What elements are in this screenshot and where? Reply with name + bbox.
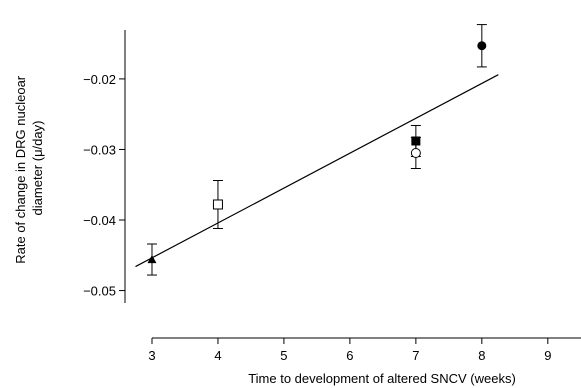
x-tick-label: 7: [412, 348, 419, 363]
data-point: [476, 24, 487, 68]
data-point: [410, 136, 421, 170]
data-points: [146, 24, 487, 276]
x-tick-label: 9: [544, 348, 551, 363]
open-square-marker: [212, 199, 223, 210]
x-tick-label: 6: [346, 348, 353, 363]
y-tick-label: −0.03: [83, 142, 116, 157]
filled-circle-marker: [477, 41, 487, 51]
filled-triangle-marker: [147, 255, 157, 264]
y-tick-label: −0.04: [83, 213, 116, 228]
open-circle-marker: [410, 147, 421, 158]
fit-line-group: [135, 74, 499, 268]
data-point: [212, 180, 223, 229]
x-tick-label: 5: [280, 348, 287, 363]
y-tick-label: −0.02: [83, 72, 116, 87]
x-axis: 3 4 5 6 7 8 9: [148, 337, 581, 363]
regression-line: [135, 74, 499, 268]
y-axis-label: Rate of change in DRG nucleoar diameter …: [13, 72, 45, 264]
x-axis-label: Time to development of altered SNCV (wee…: [248, 371, 516, 386]
x-tick-label: 8: [478, 348, 485, 363]
x-tick-label: 4: [214, 348, 221, 363]
y-axis: −0.02 −0.03 −0.04 −0.05: [83, 30, 126, 303]
y-tick-label: −0.05: [83, 284, 116, 299]
x-tick-label: 3: [148, 348, 155, 363]
data-point: [146, 243, 157, 276]
